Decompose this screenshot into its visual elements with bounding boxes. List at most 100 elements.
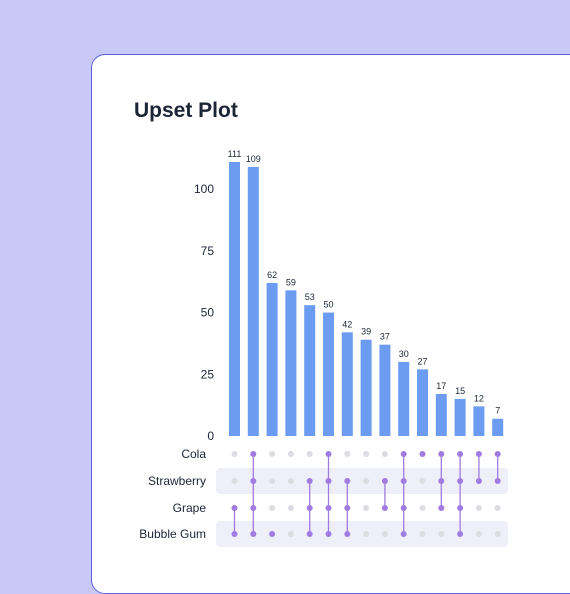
matrix-dot-active <box>438 505 445 511</box>
bar <box>435 394 447 436</box>
bar <box>323 312 334 436</box>
y-tick-label: 0 <box>207 429 214 443</box>
matrix-dot-active <box>306 531 313 537</box>
bar-value-label: 109 <box>246 154 261 164</box>
matrix-dot-active <box>344 505 351 511</box>
bar <box>454 398 466 436</box>
bar <box>285 290 297 436</box>
matrix-dot-active <box>325 505 332 511</box>
bar <box>341 332 353 436</box>
bar-value-label: 15 <box>455 386 465 396</box>
matrix-dot-active <box>250 451 257 457</box>
matrix-dot-active <box>231 505 238 511</box>
matrix-dot-active <box>306 505 313 511</box>
set-label: Grape <box>173 501 207 515</box>
matrix-dot-inactive <box>287 478 294 484</box>
upset-chart: 0 25 50 75 100 111 109 62 59 53 50 42 39 37 30 27 17 15 12… <box>139 149 508 547</box>
matrix-dot-inactive <box>419 531 426 537</box>
matrix-dot-active <box>400 478 407 484</box>
matrix-dot-inactive <box>363 451 370 457</box>
matrix-dot-inactive <box>475 531 482 537</box>
matrix-dot-active <box>400 451 407 457</box>
matrix-dot-active <box>306 478 313 484</box>
set-label: Bubble Gum <box>139 527 206 541</box>
matrix-dot-active <box>475 451 482 457</box>
matrix-dot-active <box>438 451 445 457</box>
bar-value-label: 53 <box>305 292 315 302</box>
matrix-dot-inactive <box>306 451 313 457</box>
matrix-dot-inactive <box>381 451 388 457</box>
bar-value-label: 111 <box>228 149 242 159</box>
matrix-dot-active <box>231 531 238 537</box>
matrix-dot-inactive <box>494 505 501 511</box>
matrix-dot-inactive <box>287 451 294 457</box>
matrix-dot-active <box>400 531 407 537</box>
matrix-dot-inactive <box>287 505 294 511</box>
bar-value-label: 12 <box>474 393 484 403</box>
matrix-dot-inactive <box>269 478 276 484</box>
matrix-dot-inactive <box>494 531 501 537</box>
matrix-dot-inactive <box>363 531 370 537</box>
y-tick-label: 50 <box>201 306 215 320</box>
bar-value-label: 59 <box>286 277 296 287</box>
set-label: Cola <box>181 447 206 461</box>
matrix-dot-inactive <box>344 451 351 457</box>
matrix-dot-active <box>457 478 464 484</box>
matrix-dot-active <box>325 451 332 457</box>
matrix-dot-active <box>400 505 407 511</box>
matrix-dot-inactive <box>231 451 238 457</box>
matrix-dot-inactive <box>381 531 388 537</box>
chart-title: Upset Plot <box>134 99 238 122</box>
matrix-dot-inactive <box>269 451 276 457</box>
matrix-dot-active <box>325 478 332 484</box>
matrix-dot-active <box>438 478 445 484</box>
bar <box>398 361 410 436</box>
matrix-dot-inactive <box>419 478 426 484</box>
bar-value-label: 62 <box>267 270 277 280</box>
matrix-dot-inactive <box>231 478 238 484</box>
matrix-row-band <box>216 521 508 547</box>
bar <box>492 418 504 436</box>
bar-value-label: 27 <box>417 356 427 366</box>
matrix-dot-active <box>457 505 464 511</box>
matrix-dot-inactive <box>269 505 276 511</box>
matrix-dot-active <box>250 478 257 484</box>
bar <box>417 369 428 436</box>
y-tick-label: 75 <box>201 244 215 258</box>
set-label: Strawberry <box>148 474 206 488</box>
matrix-dot-inactive <box>363 505 370 511</box>
bar <box>304 305 316 436</box>
bar-value-label: 30 <box>399 349 409 359</box>
matrix-dot-inactive <box>287 531 294 537</box>
bar <box>360 339 372 436</box>
bar-value-label: 37 <box>380 332 390 342</box>
bar-value-label: 42 <box>342 319 352 329</box>
bar-value-label: 7 <box>495 406 500 416</box>
matrix-dot-active <box>325 531 332 537</box>
matrix-dot-active <box>494 451 501 457</box>
chart-card: Upset Plot 0 25 50 75 100 111 109 62 59 53 50 42 39 3… <box>91 54 570 594</box>
bar-value-label: 50 <box>323 300 333 310</box>
matrix-dot-active <box>457 451 464 457</box>
matrix-dot-inactive <box>438 531 445 537</box>
bar <box>266 282 278 436</box>
matrix-dot-inactive <box>419 505 426 511</box>
matrix-dot-active <box>381 505 388 511</box>
bar-value-label: 17 <box>436 381 446 391</box>
bar <box>247 166 259 436</box>
matrix-dot-active <box>475 478 482 484</box>
matrix-dot-inactive <box>363 478 370 484</box>
bar <box>229 162 240 436</box>
matrix-dot-active <box>457 531 464 537</box>
matrix-dot-active <box>250 505 257 511</box>
matrix-dot-active <box>419 451 426 457</box>
matrix-row-band <box>216 468 508 494</box>
matrix-dot-active <box>269 531 276 537</box>
bar-value-label: 39 <box>361 327 371 337</box>
matrix-dot-active <box>344 531 351 537</box>
matrix-dot-inactive <box>475 505 482 511</box>
matrix-dot-active <box>381 478 388 484</box>
bar <box>379 344 391 436</box>
y-tick-label: 25 <box>201 367 215 381</box>
matrix-dot-active <box>250 531 257 537</box>
